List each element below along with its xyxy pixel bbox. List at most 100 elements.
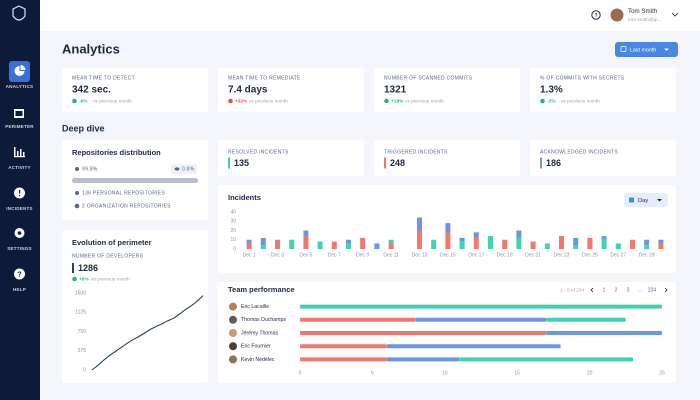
bar-segment [601,239,607,249]
incident-total-value: 135 [234,158,249,168]
incident-total-accent [228,157,230,169]
y-tick-label: 1500 [75,290,86,296]
y-tick-label: 0 [233,246,236,252]
bar-segment [346,239,351,244]
nav-label[interactable]: HELP [13,287,26,292]
x-tick-label: 0 [299,370,302,376]
pager-page[interactable]: 3 [627,287,630,293]
member-name: Eric Lacaille [241,304,269,310]
metric-label: NUMBER OF DEVELOPERS [72,253,144,259]
y-tick-label: 40 [230,209,236,215]
pager-page[interactable]: 234 [648,287,657,293]
member-avatar [229,355,237,364]
incident-total-label: ACKNOWLEDGED INCIDENTS [540,149,618,155]
period-caret [664,48,669,51]
bar-segment [300,317,416,322]
person-icon [75,191,79,195]
member-name: Eric Fournier [241,344,271,350]
member-avatar [229,315,237,324]
help-icon[interactable] [591,10,601,20]
nav-label[interactable]: ANALYTICS [6,84,34,89]
pager-prev[interactable] [590,287,594,293]
pager-page[interactable]: 1 [603,287,606,293]
incident-total-accent [540,157,542,169]
kpi-value: 1.3% [540,85,563,96]
nav-label[interactable]: INCIDENTS [6,206,33,211]
x-tick-label: Dec 1 [243,252,256,258]
bar-segment [516,230,522,238]
bar-segment [417,217,422,231]
pager-page[interactable]: ... [638,287,642,293]
org-icon [74,203,80,209]
bar-segment [303,236,309,249]
bar-segment [346,243,351,249]
bar-segment [317,241,323,249]
kpi-value: 7.4 days [228,85,268,96]
bar-segment [246,239,252,244]
y-tick-label: 0 [83,367,86,373]
x-tick-label: 25 [659,370,665,376]
svg-text:?: ? [17,271,21,278]
metric-change-note: vs previous month [91,276,130,282]
bar-segment [331,241,337,249]
kpi-value: 1321 [384,85,407,96]
kpi-label: NUMBER OF SCANNED COMMITS [384,75,473,81]
card-title: Evolution of perimeter [72,238,152,247]
user-avatar[interactable] [610,8,624,22]
kpi-change-note: vs previous month [93,98,132,104]
incident-total-label: RESOLVED INCIDENTS [228,149,289,155]
bar-segment [658,239,664,244]
person-icon [75,167,79,171]
x-tick-label: Dec 23 [554,252,570,258]
user-menu-caret[interactable] [671,12,679,17]
bar-segment [473,232,479,238]
kpi-card [374,68,520,112]
card-title: Repositories distribution [72,148,161,157]
member-avatar [229,342,237,351]
kpi-change: -2% [547,98,556,104]
bar-segment [544,243,550,249]
x-tick-label: Dec 3 [271,252,284,258]
kpi-change-note: vs previous month [561,98,600,104]
incident-total-value: 248 [390,158,405,168]
change-icon [72,98,77,104]
incident-total-value: 186 [546,158,561,168]
x-tick-label: Dec 25 [582,252,598,258]
bar-segment [459,241,465,249]
y-tick-label: 375 [78,348,87,354]
bar-segment [516,237,522,249]
nav-label[interactable]: ACTIVITY [8,165,31,170]
metric-value: 1286 [78,263,98,273]
kpi-card [218,68,364,112]
dropdown-caret [657,199,662,202]
change-icon [384,98,389,104]
y-tick-label: 30 [230,219,236,225]
change-icon [228,98,233,104]
x-tick-label: Dec 11 [383,252,399,258]
member-avatar [229,329,237,337]
public-share: 99.8% [82,166,98,172]
card-title: Team performance [228,285,295,294]
granularity-dropdown[interactable] [624,193,668,207]
period-button-label: Last month [630,47,656,53]
pager-page[interactable]: 2 [615,287,618,293]
nav-label[interactable]: PERIMETER [5,124,34,129]
bar-segment [459,357,634,362]
bar-segment [289,239,295,249]
kpi-label: MEAN TIME TO REMEDIATE [228,75,301,81]
pager-next[interactable] [664,287,668,293]
granularity-label: Day [638,198,648,204]
metric-change: +6% [79,276,89,282]
incident-total-card [374,140,520,176]
x-tick-label: Dec 19 [497,252,513,258]
member-avatar [229,302,237,311]
nav-label[interactable]: SETTINGS [7,246,32,251]
period-button[interactable] [615,42,678,57]
bar-segment [488,236,493,249]
kpi-change: +32% [235,98,248,104]
card-title: Incidents [228,193,261,202]
kpi-change-note: vs previous month [405,98,444,104]
user-name: Tom Smith [628,8,658,15]
bar-segment [246,243,252,249]
